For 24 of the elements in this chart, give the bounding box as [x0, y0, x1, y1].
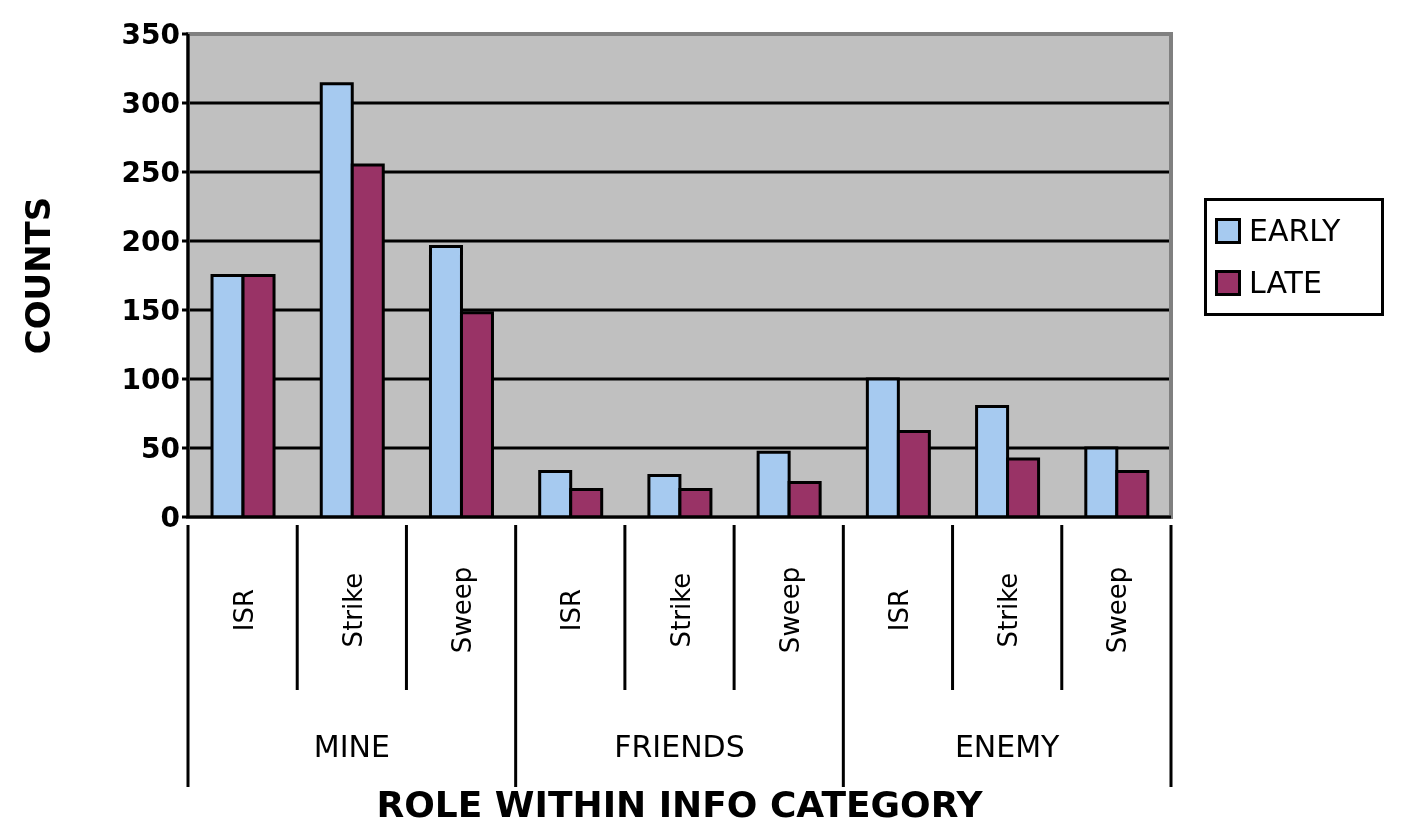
text: MINE — [313, 729, 390, 764]
legend-label: EARLY — [1249, 212, 1341, 250]
legend-label: LATE — [1249, 264, 1322, 302]
y-tick-label: 0 — [160, 500, 180, 534]
x-tick-label: Sweep — [447, 566, 478, 654]
y-tick-label: 300 — [121, 86, 180, 120]
y-tick-label: 200 — [121, 224, 180, 258]
text: ENEMY — [954, 729, 1061, 764]
y-tick-label: 150 — [121, 293, 180, 327]
x-tick-label: Strike — [993, 572, 1024, 648]
x-tick-label: ISR — [556, 588, 587, 632]
x-tick-label: ISR — [228, 588, 259, 632]
x-tick-label: Sweep — [774, 566, 805, 654]
x-tick-label: Sweep — [1102, 566, 1133, 654]
x-tick-label: Strike — [665, 572, 696, 648]
x-axis-title: ROLE WITHIN INFO CATEGORY — [376, 784, 984, 825]
y-tick-label: 350 — [121, 17, 180, 51]
y-tick-label: 50 — [141, 431, 180, 465]
y-axis-title: COUNTS — [18, 196, 59, 355]
x-tick-label: ISR — [883, 588, 914, 632]
x-tick-label: Strike — [337, 572, 368, 648]
y-tick-label: 250 — [121, 155, 180, 189]
text: FRIENDS — [614, 729, 745, 764]
y-tick-label: 100 — [121, 362, 180, 396]
